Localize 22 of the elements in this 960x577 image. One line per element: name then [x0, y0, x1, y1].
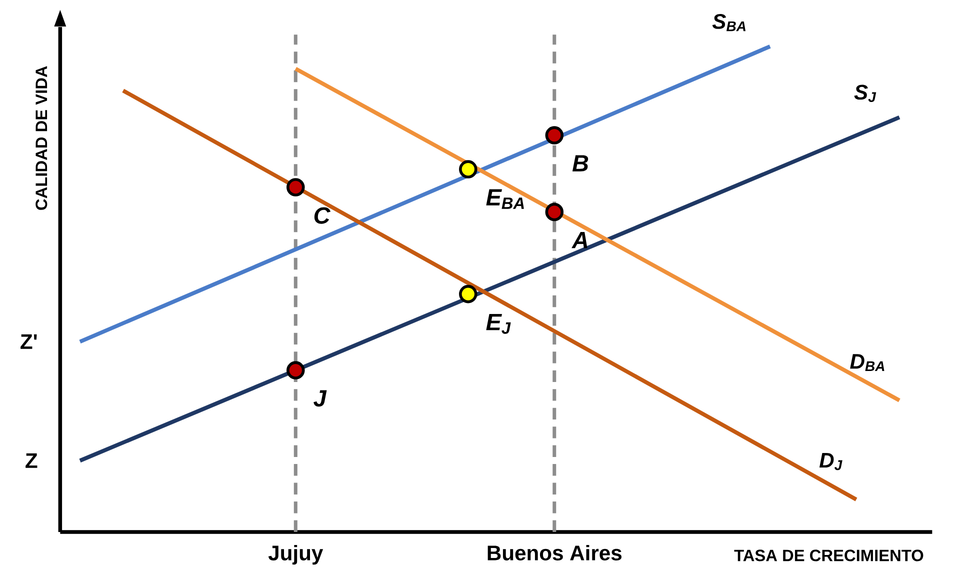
series-label: S$_{J}$ — [854, 84, 876, 102]
series-label: A — [572, 232, 588, 248]
y-axis-title: CALIDAD DE VIDA — [36, 66, 48, 210]
point — [458, 160, 478, 178]
series-label: D$_{BA}$ — [850, 354, 884, 372]
series-label: E$_{J}$ — [486, 314, 511, 334]
series-label: E$_{BA}$ — [486, 189, 524, 209]
series-label: S$_{BA}$ — [712, 14, 746, 32]
series-label: C — [314, 207, 330, 224]
text: Z' — [20, 334, 37, 349]
series-label: J — [314, 390, 327, 407]
x-axis-title: TASA DE CRECIMIENTO — [734, 550, 924, 562]
point — [545, 126, 564, 144]
point — [545, 202, 564, 222]
x-tick-label: Buenos Aires — [488, 544, 622, 560]
text: Z — [26, 453, 38, 468]
series-label: D$_{J}$ — [819, 453, 842, 470]
point — [458, 284, 478, 304]
point — [286, 178, 305, 196]
point — [286, 361, 305, 380]
series-label: B — [572, 155, 588, 172]
x-tick-label: Jujuy — [268, 544, 324, 565]
